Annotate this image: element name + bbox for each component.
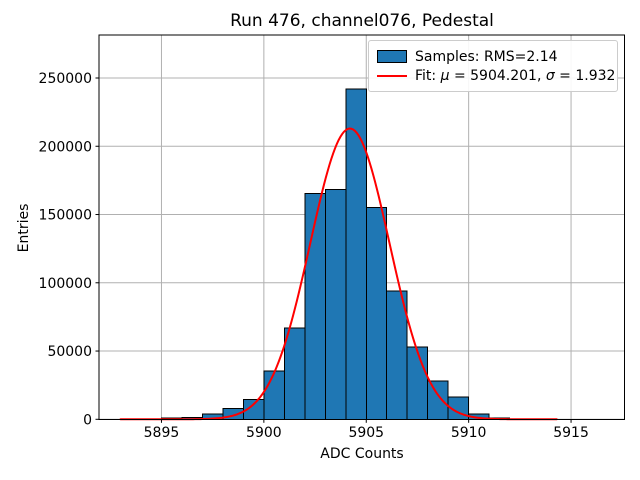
legend-fit-label: Fit: μ = 5904.201, σ = 1.932	[415, 68, 615, 84]
histogram-bar	[406, 346, 429, 420]
histogram-bar	[304, 192, 326, 420]
legend-box: Samples: RMS=2.14 Fit: μ = 5904.201, σ =…	[368, 40, 618, 92]
fit-mu-symbol: μ	[440, 67, 450, 84]
legend-samples-label: Samples: RMS=2.14	[415, 48, 558, 65]
fit-label-prefix: Fit:	[415, 67, 441, 84]
x-tick-label: 5910	[451, 425, 487, 441]
histogram-bar	[365, 207, 388, 420]
chart-title: Run 476, channel076, Pedestal	[230, 11, 494, 31]
x-tick-label: 5915	[553, 425, 589, 441]
x-axis-label: ADC Counts	[320, 446, 404, 462]
axes-frame	[98, 34, 625, 420]
legend-entry-samples: Samples: RMS=2.14	[377, 49, 609, 65]
fit-mu-value: = 5904.201,	[449, 67, 546, 84]
fit-sigma-symbol: σ	[545, 67, 555, 84]
y-tick-label: 200000	[39, 139, 92, 155]
fit-line-swatch-icon	[377, 74, 407, 77]
y-axis-label: Entries	[16, 203, 32, 253]
x-tick-label: 5900	[246, 425, 282, 441]
y-tick-label: 50000	[47, 344, 92, 360]
samples-histogram-swatch-icon	[377, 50, 407, 63]
histogram-bar	[324, 188, 347, 420]
y-tick-label: 0	[83, 412, 92, 428]
histogram-bar	[283, 327, 306, 420]
histogram-bar	[345, 88, 367, 420]
histogram-bar	[263, 370, 285, 420]
legend-entry-fit: Fit: μ = 5904.201, σ = 1.932	[377, 68, 615, 84]
fit-sigma-value: = 1.932	[554, 67, 616, 84]
y-tick-label: 100000	[39, 276, 92, 292]
y-tick-label: 150000	[39, 208, 92, 224]
histogram-bar	[427, 380, 449, 420]
histogram-bar	[386, 290, 408, 420]
y-tick-label: 250000	[39, 71, 92, 87]
x-tick-label: 5905	[348, 425, 384, 441]
x-tick-label: 5895	[144, 425, 180, 441]
